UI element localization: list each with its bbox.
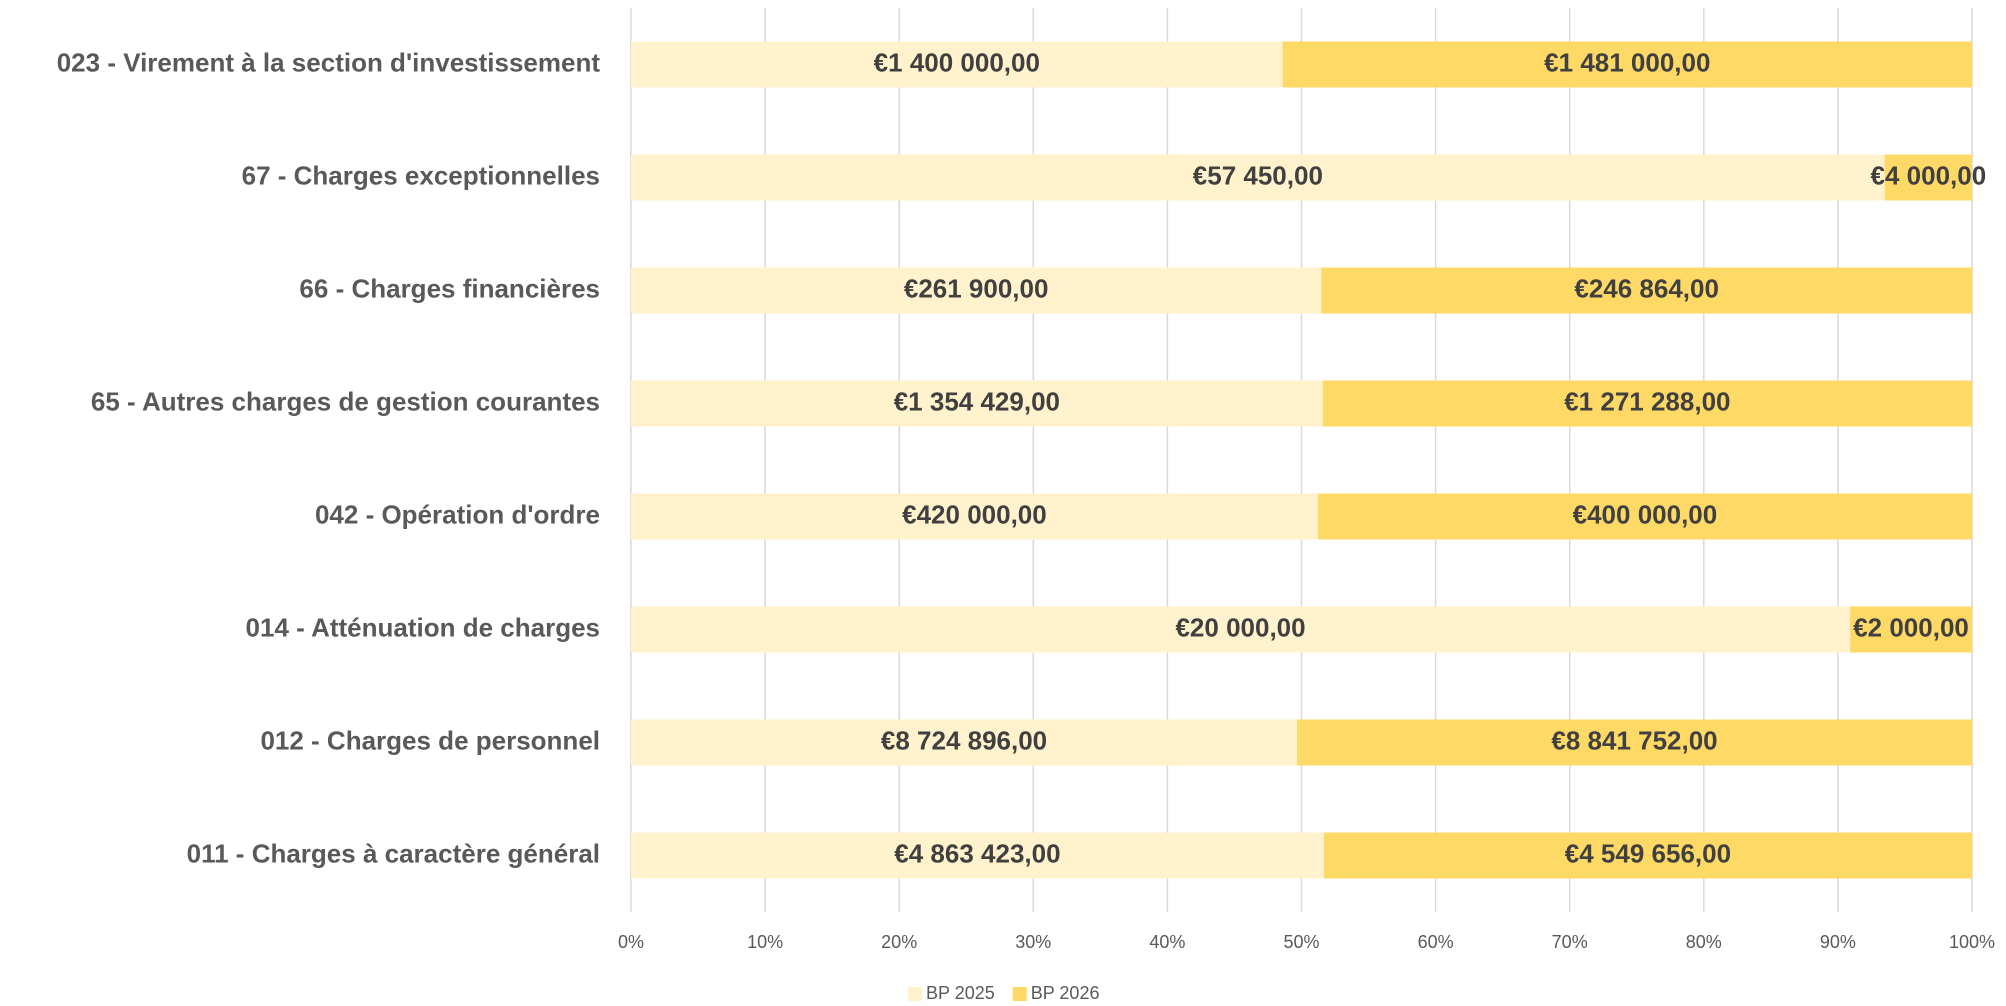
bar-segment <box>631 719 1298 766</box>
bar-segment <box>1322 380 1972 427</box>
legend-label: BP 2026 <box>1031 983 1100 1003</box>
x-tick-label: 90% <box>1820 932 1856 952</box>
x-tick-label: 50% <box>1283 932 1319 952</box>
x-tick-label: 40% <box>1149 932 1185 952</box>
x-tick-label: 20% <box>881 932 917 952</box>
legend-swatch <box>908 987 922 1001</box>
category-label: 011 - Charges à caractère général <box>187 838 600 868</box>
bar-segment <box>1323 832 1972 879</box>
x-tick-label: 10% <box>747 932 783 952</box>
category-label: 012 - Charges de personnel <box>260 725 600 755</box>
data-label: €420 000,00 <box>902 499 1047 529</box>
x-tick-label: 0% <box>618 932 644 952</box>
category-label: 65 - Autres charges de gestion courantes <box>91 386 600 416</box>
data-label: €1 354 429,00 <box>894 386 1060 416</box>
data-label: €2 000,00 <box>1853 612 1969 642</box>
x-tick-label: 30% <box>1015 932 1051 952</box>
category-label: 014 - Atténuation de charges <box>246 612 600 642</box>
data-label: €1 400 000,00 <box>874 47 1040 77</box>
x-tick-label: 100% <box>1949 932 1995 952</box>
bar-segment <box>631 380 1323 427</box>
bar-segment <box>631 606 1851 653</box>
bar-segment <box>631 832 1324 879</box>
x-tick-label: 60% <box>1418 932 1454 952</box>
data-label: €4 549 656,00 <box>1565 838 1731 868</box>
bar-segment <box>1297 719 1972 766</box>
category-label: 023 - Virement à la section d'investisse… <box>57 47 601 77</box>
data-label: €8 841 752,00 <box>1551 725 1717 755</box>
category-label: 66 - Charges financières <box>299 273 600 303</box>
data-label: €4 000,00 <box>1871 160 1987 190</box>
bar-segment <box>1317 493 1972 540</box>
data-label: €246 864,00 <box>1574 273 1719 303</box>
data-label: €8 724 896,00 <box>881 725 1047 755</box>
x-tick-label: 70% <box>1552 932 1588 952</box>
bar-segment <box>1321 267 1972 314</box>
category-label: 042 - Opération d'ordre <box>315 499 600 529</box>
data-label: €400 000,00 <box>1573 499 1718 529</box>
legend-swatch <box>1012 987 1027 1001</box>
data-label: €4 863 423,00 <box>894 838 1060 868</box>
bar-segment <box>631 41 1283 88</box>
data-label: €1 481 000,00 <box>1544 47 1710 77</box>
data-label: €57 450,00 <box>1193 160 1323 190</box>
data-label: €1 271 288,00 <box>1564 386 1730 416</box>
bar-segment <box>631 493 1318 540</box>
bar-segment <box>631 154 1885 201</box>
bar-segment <box>1850 606 1972 653</box>
bar-segment <box>1884 154 1972 201</box>
data-label: €261 900,00 <box>904 273 1049 303</box>
bar-segment <box>631 267 1322 314</box>
data-label: €20 000,00 <box>1175 612 1305 642</box>
legend-label: BP 2025 <box>926 983 995 1003</box>
category-label: 67 - Charges exceptionnelles <box>242 160 600 190</box>
bar-segment <box>1282 41 1972 88</box>
x-tick-label: 80% <box>1686 932 1722 952</box>
